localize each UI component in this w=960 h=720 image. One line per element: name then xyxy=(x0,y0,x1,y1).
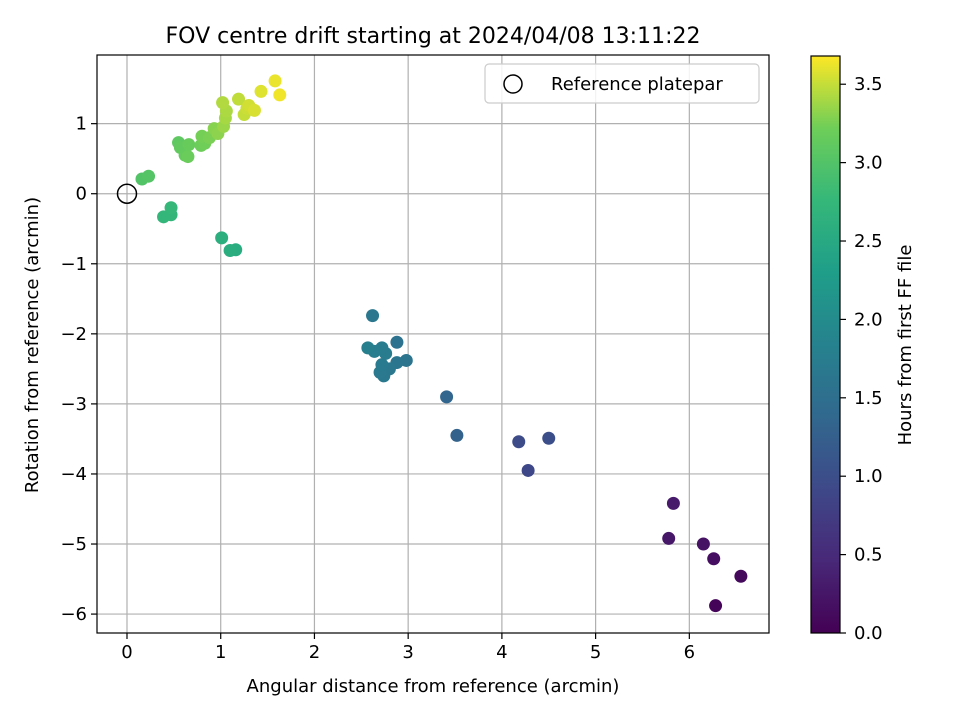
y-axis-ticks: 1 0 −1 −2 −3 −4 −5 −6 xyxy=(60,114,97,625)
y-tick-label: −6 xyxy=(60,604,87,625)
colorbar: 0.0 0.5 1.0 1.5 2.0 2.5 3.0 3.5 Hours from firs… xyxy=(810,55,916,644)
data-point xyxy=(254,84,268,98)
data-point xyxy=(157,210,171,224)
y-tick-label: 0 xyxy=(76,184,87,205)
data-point xyxy=(390,335,404,349)
x-tick-label: 3 xyxy=(402,642,413,663)
data-point xyxy=(662,531,676,545)
colorbar-frame xyxy=(810,55,841,634)
data-point xyxy=(181,150,195,164)
legend-label: Reference platepar xyxy=(551,74,723,95)
data-point xyxy=(247,103,261,117)
plot-frame xyxy=(96,54,770,634)
data-point xyxy=(666,496,680,510)
data-point xyxy=(273,88,287,102)
data-point xyxy=(182,138,196,152)
legend: Reference platepar xyxy=(484,63,760,104)
y-axis-label: Rotation from reference (arcmin) xyxy=(22,197,43,493)
colorbar-tick-label: 3.5 xyxy=(854,74,883,95)
y-tick-label: 1 xyxy=(76,114,87,135)
reference-marker-group xyxy=(116,183,138,204)
colorbar-tick-label: 1.5 xyxy=(854,388,883,409)
data-point xyxy=(366,309,380,323)
data-point xyxy=(268,74,282,88)
x-tick-label: 2 xyxy=(309,642,320,663)
y-tick-label: −3 xyxy=(60,394,87,415)
y-tick-label: −2 xyxy=(60,324,87,345)
y-tick-label: −5 xyxy=(60,534,87,555)
colorbar-tick-label: 0.0 xyxy=(854,623,883,644)
x-axis-ticks: 0 1 2 3 4 5 6 xyxy=(121,633,695,663)
colorbar-tick-label: 2.0 xyxy=(854,309,883,330)
data-point xyxy=(542,431,556,445)
reference-platepar-marker xyxy=(116,183,138,204)
x-tick-label: 6 xyxy=(684,642,695,663)
colorbar-label: Hours from first FF file xyxy=(895,245,916,446)
y-tick-label: −4 xyxy=(60,464,87,485)
data-point xyxy=(521,463,535,477)
data-point xyxy=(734,569,748,583)
data-point xyxy=(512,435,526,449)
data-point xyxy=(142,169,156,183)
legend-circle-icon xyxy=(503,74,523,94)
colorbar-ticks: 0.0 0.5 1.0 1.5 2.0 2.5 3.0 3.5 xyxy=(840,74,883,644)
colorbar-tick-label: 3.0 xyxy=(854,153,883,174)
colorbar-tick-label: 2.5 xyxy=(854,231,883,252)
data-point xyxy=(215,231,229,245)
x-tick-label: 5 xyxy=(590,642,601,663)
data-point xyxy=(450,428,464,442)
data-point xyxy=(696,537,710,551)
data-point xyxy=(361,341,375,355)
data-point xyxy=(375,358,389,372)
data-point xyxy=(216,96,230,110)
data-point xyxy=(440,390,454,404)
x-tick-label: 0 xyxy=(121,642,132,663)
data-point xyxy=(223,243,237,257)
colorbar-gradient xyxy=(811,56,840,633)
x-tick-label: 1 xyxy=(215,642,226,663)
chart-title: FOV centre drift starting at 2024/04/08 … xyxy=(166,24,701,49)
x-axis-label: Angular distance from reference (arcmin) xyxy=(247,676,620,697)
colorbar-tick-label: 0.5 xyxy=(854,545,883,566)
data-points xyxy=(135,74,748,613)
data-point xyxy=(709,599,723,613)
grid xyxy=(97,55,769,633)
data-point xyxy=(164,201,178,215)
x-tick-label: 4 xyxy=(496,642,507,663)
legend-box xyxy=(484,63,760,104)
y-tick-label: −1 xyxy=(60,254,87,275)
data-point xyxy=(707,552,721,566)
data-point xyxy=(232,92,246,106)
colorbar-tick-label: 1.0 xyxy=(854,466,883,487)
